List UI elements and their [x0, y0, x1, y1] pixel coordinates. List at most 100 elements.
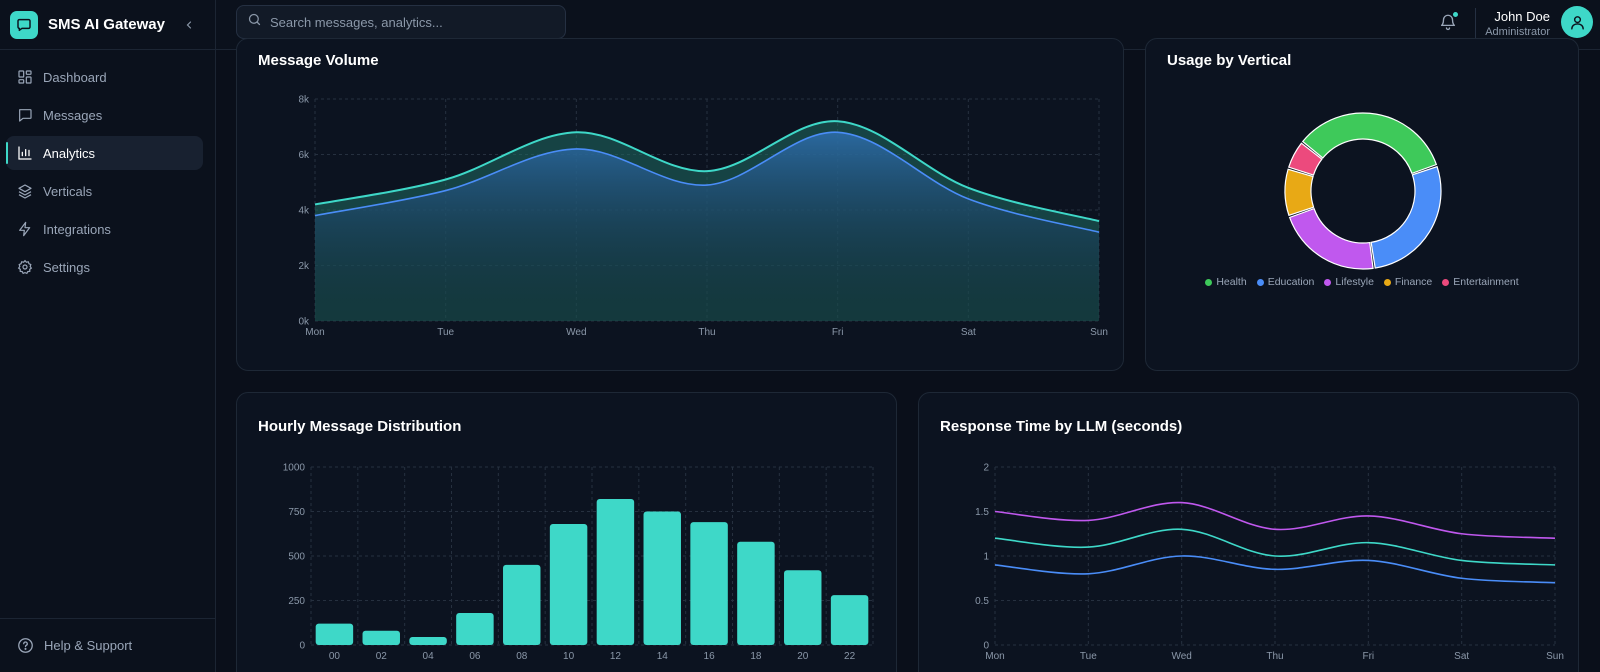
series-line — [994, 501, 1556, 539]
nav-label: Analytics — [43, 145, 96, 161]
help-support-link[interactable]: Help & Support — [0, 618, 215, 672]
chart-legend: Health Education Lifestyle Finance Entertain… — [1146, 276, 1578, 288]
header-divider — [1475, 8, 1476, 38]
notifications-button[interactable] — [1436, 10, 1460, 34]
response-time-card: Response Time by LLM (seconds) 0 0.5 1 1.5 2… — [918, 392, 1579, 672]
avatar[interactable] — [1561, 6, 1593, 38]
user-name: John Doe — [1494, 9, 1550, 24]
legend-label: Health — [1216, 276, 1247, 288]
x-tick-label: Wed — [566, 327, 586, 338]
message-icon — [16, 106, 34, 124]
nav-label: Integrations — [43, 221, 111, 237]
legend-item[interactable]: Entertainment — [1442, 276, 1519, 288]
y-tick-label: 0k — [298, 317, 310, 328]
legend-label: Finance — [1394, 276, 1433, 288]
x-tick-label: 18 — [750, 651, 762, 662]
y-tick-label: 1000 — [283, 463, 306, 474]
nav-item-analytics[interactable]: Analytics — [6, 136, 203, 170]
x-tick-label: Sat — [961, 327, 976, 338]
legend-item[interactable]: Lifestyle — [1324, 276, 1374, 288]
y-tick-label: 4k — [298, 206, 310, 217]
legend-item[interactable]: Education — [1256, 276, 1315, 288]
card-title: Message Volume — [258, 52, 379, 69]
y-tick-label: 1 — [983, 552, 989, 563]
nav-label: Messages — [43, 107, 103, 123]
x-tick-label: Mon — [985, 651, 1004, 662]
x-tick-label: 02 — [376, 651, 388, 662]
usage-by-vertical-chart — [1284, 112, 1442, 270]
bell-icon — [1440, 14, 1456, 31]
legend-item[interactable]: Health — [1205, 276, 1247, 288]
x-tick-label: 22 — [844, 651, 856, 662]
y-tick-label: 6k — [298, 150, 310, 161]
bar — [362, 630, 400, 645]
collapse-sidebar-button[interactable] — [179, 15, 199, 35]
pie-slice — [1284, 168, 1315, 217]
help-label: Help & Support — [44, 638, 133, 653]
x-tick-label: 08 — [516, 651, 528, 662]
hourly-distribution-card: Hourly Message Distribution 0 250 500 750 10… — [236, 392, 897, 672]
x-tick-label: 10 — [563, 651, 575, 662]
y-tick-label: 0 — [983, 641, 989, 652]
main-nav: Dashboard Messages Analytics Verticals I… — [0, 50, 215, 284]
nav-item-messages[interactable]: Messages — [6, 98, 203, 132]
y-tick-label: 0.5 — [975, 596, 989, 607]
layers-icon — [16, 182, 34, 200]
hourly-distribution-chart: 0 250 500 750 1000 00 02 04 06 08 10 12 14 16 18 20 22 — [283, 463, 874, 662]
card-title: Response Time by LLM (seconds) — [940, 418, 1183, 435]
series-area — [315, 132, 1099, 321]
pie-slice — [1301, 112, 1438, 175]
y-tick-label: 1.5 — [975, 507, 989, 518]
response-time-chart: 0 0.5 1 1.5 2 Mon Tue Wed Thu Fri Sat Sun — [975, 463, 1564, 663]
search-input[interactable] — [270, 6, 565, 38]
message-volume-chart: 0k 2k 4k 6k 8k Mon Tue Wed Thu Fri Sat Sun — [298, 95, 1108, 339]
pie-slice — [1370, 165, 1442, 269]
x-tick-label: 12 — [610, 651, 622, 662]
bar — [643, 511, 681, 645]
legend-swatch — [1383, 278, 1391, 286]
nav-item-settings[interactable]: Settings — [6, 250, 203, 284]
x-tick-label: Sun — [1090, 327, 1108, 338]
y-tick-label: 250 — [288, 596, 305, 607]
app-title: SMS AI Gateway — [48, 16, 165, 33]
x-tick-label: 20 — [797, 651, 809, 662]
bar — [409, 636, 447, 645]
card-title: Usage by Vertical — [1167, 52, 1292, 69]
series-line — [994, 555, 1556, 584]
nav-item-integrations[interactable]: Integrations — [6, 212, 203, 246]
lightning-icon — [16, 220, 34, 238]
bar — [503, 564, 541, 645]
x-tick-label: Mon — [305, 327, 324, 338]
legend-item[interactable]: Finance — [1383, 276, 1433, 288]
x-tick-label: Sat — [1454, 651, 1469, 662]
nav-label: Dashboard — [43, 69, 107, 85]
bar — [737, 541, 775, 645]
grid-icon — [16, 68, 34, 86]
search-icon — [247, 12, 262, 32]
bar — [549, 523, 588, 645]
bar — [830, 595, 869, 645]
message-volume-card: Message Volume 0k 2k 4k 6k 8k Mon Tue Wed Thu Fri… — [236, 38, 1124, 371]
series-line — [994, 528, 1556, 566]
x-tick-label: 04 — [423, 651, 435, 662]
legend-swatch — [1205, 278, 1213, 286]
user-role: Administrator — [1485, 26, 1550, 38]
nav-label: Settings — [43, 259, 90, 275]
help-circle-icon — [16, 637, 34, 655]
y-tick-label: 8k — [298, 95, 310, 106]
x-tick-label: Fri — [832, 327, 844, 338]
legend-label: Education — [1267, 276, 1315, 288]
nav-item-verticals[interactable]: Verticals — [6, 174, 203, 208]
brand: SMS AI Gateway — [0, 0, 215, 50]
x-tick-label: Wed — [1171, 651, 1191, 662]
usage-by-vertical-card: Usage by Vertical Health Education Lifesty… — [1145, 38, 1579, 371]
legend-label: Lifestyle — [1335, 276, 1374, 288]
user-icon — [1570, 15, 1584, 30]
y-tick-label: 500 — [288, 552, 305, 563]
bar — [784, 570, 822, 645]
x-tick-label: 00 — [329, 651, 341, 662]
bar — [690, 522, 728, 645]
nav-item-dashboard[interactable]: Dashboard — [6, 60, 203, 94]
series-line — [314, 131, 1100, 233]
bar — [456, 612, 494, 645]
